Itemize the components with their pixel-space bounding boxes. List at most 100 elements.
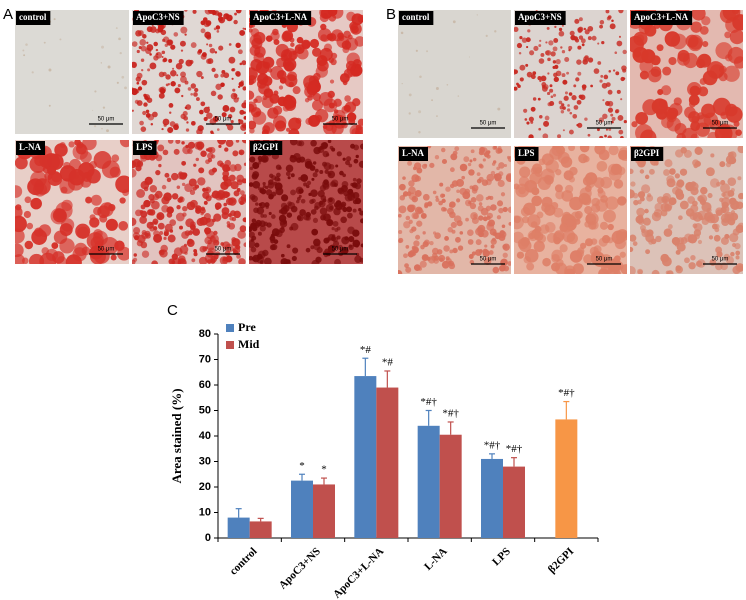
lipid-droplet (352, 208, 357, 213)
lipid-droplet (261, 129, 269, 134)
lipid-droplet (316, 247, 323, 254)
lipid-droplet (196, 70, 203, 78)
lipid-droplet (179, 40, 186, 47)
lipid-droplet (255, 61, 270, 75)
lipid-droplet (684, 257, 690, 264)
lipid-droplet (557, 151, 570, 164)
lipid-droplet (142, 34, 147, 39)
lipid-droplet (59, 238, 75, 254)
lipid-droplet (408, 180, 415, 187)
lipid-droplet (319, 170, 324, 175)
lipid-droplet (290, 173, 295, 178)
lipid-droplet (259, 189, 264, 194)
scale-bar-label: 50 μm (332, 117, 349, 123)
lipid-droplet (208, 146, 216, 154)
lipid-droplet (353, 144, 360, 151)
lipid-droplet (288, 128, 300, 134)
lipid-droplet (191, 120, 196, 126)
lipid-droplet (229, 106, 236, 113)
lipid-droplet (506, 155, 511, 160)
lipid-droplet (467, 239, 474, 245)
lipid-droplet (146, 44, 154, 51)
lipid-droplet (327, 197, 335, 205)
lipid-droplet (456, 189, 460, 194)
lipid-droplet (577, 71, 582, 76)
lipid-droplet (500, 192, 506, 197)
lipid-droplet (277, 177, 281, 182)
lipid-droplet (427, 146, 432, 149)
bar (249, 521, 272, 538)
lipid-droplet (521, 37, 528, 43)
lipid-droplet (194, 87, 199, 93)
lipid-droplet (355, 154, 359, 159)
lipid-droplet (470, 197, 477, 203)
lipid-droplet (690, 255, 696, 261)
lipid-droplet (253, 98, 258, 104)
lipid-droplet (309, 199, 315, 205)
lipid-droplet (327, 245, 336, 253)
lipid-droplet (669, 168, 676, 175)
panel-label: A (3, 6, 13, 23)
lipid-droplet (498, 171, 504, 177)
lipid-droplet (644, 208, 649, 214)
lipid-droplet (727, 177, 737, 186)
lipid-droplet (438, 200, 443, 206)
lipid-droplet (561, 73, 566, 78)
lipid-droplet (271, 214, 276, 219)
lipid-droplet (570, 34, 576, 41)
lipid-droplet (115, 175, 129, 194)
lipid-droplet (285, 171, 291, 177)
lipid-droplet (490, 204, 497, 211)
lipid-droplet (15, 156, 28, 170)
lipid-droplet (498, 162, 505, 169)
lipid-droplet (528, 116, 534, 122)
lipid-droplet (445, 257, 452, 264)
lipid-droplet (158, 163, 162, 168)
lipid-droplet (182, 205, 188, 212)
lipid-droplet (712, 97, 731, 116)
lipid-droplet (334, 228, 339, 232)
lipid-droplet (701, 103, 716, 119)
lipid-droplet (300, 174, 309, 182)
lipid-droplet (614, 51, 618, 54)
lipid-droplet (483, 257, 492, 265)
lipid-droplet (258, 202, 263, 207)
lipid-droplet (93, 125, 97, 128)
lipid-droplet (593, 68, 600, 74)
lipid-droplet (301, 40, 311, 50)
lipid-droplet (251, 173, 259, 180)
lipid-droplet (179, 196, 184, 201)
y-axis-label: Area stained (%) (169, 388, 184, 483)
lipid-droplet (268, 179, 274, 185)
lipid-droplet (469, 259, 475, 265)
lipid-droplet (154, 190, 163, 199)
tile-label-box (399, 147, 428, 161)
lipid-droplet (701, 16, 711, 26)
lipid-droplet (240, 80, 244, 84)
lipid-droplet (561, 190, 573, 202)
lipid-droplet (173, 148, 180, 155)
lipid-droplet (184, 33, 187, 36)
lipid-droplet (186, 239, 195, 247)
lipid-droplet (599, 20, 605, 25)
lipid-droplet (305, 247, 311, 253)
lipid-droplet (262, 76, 273, 87)
lipid-droplet (541, 168, 555, 183)
lipid-droplet (663, 228, 673, 237)
lipid-droplet (710, 153, 715, 158)
lipid-droplet (273, 181, 278, 186)
lipid-droplet (169, 111, 172, 114)
lipid-droplet (360, 243, 363, 248)
lipid-droplet (85, 196, 93, 204)
lipid-droplet (455, 236, 461, 243)
lipid-droplet (225, 191, 231, 197)
lipid-droplet (578, 17, 583, 22)
lipid-droplet (514, 86, 518, 91)
lipid-droplet (210, 90, 217, 97)
lipid-droplet (532, 97, 537, 101)
lipid-droplet (720, 183, 730, 194)
lipid-droplet (239, 29, 246, 36)
lipid-droplet (597, 187, 604, 194)
lipid-droplet (544, 115, 550, 121)
lipid-droplet (476, 194, 484, 202)
